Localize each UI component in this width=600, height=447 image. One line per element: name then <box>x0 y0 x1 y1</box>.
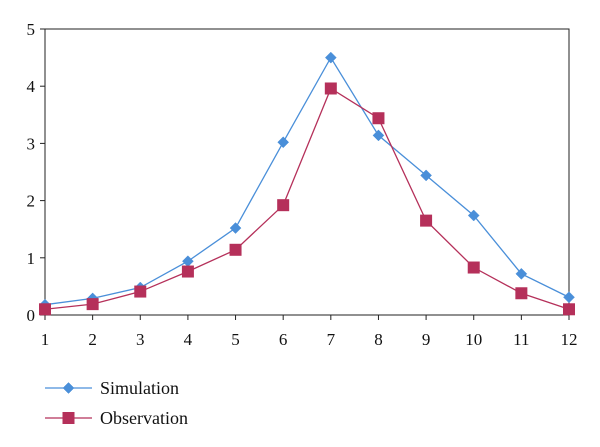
data-point-simulation <box>229 222 242 234</box>
data-point-simulation <box>372 129 385 142</box>
x-tick-label: 2 <box>88 330 97 349</box>
data-point-simulation <box>420 169 432 182</box>
x-axis: 1 2 3 4 5 6 7 8 9 10 11 12 <box>41 315 578 349</box>
data-point-simulation <box>182 255 194 268</box>
plot-border <box>44 28 570 316</box>
y-tick-label: 2 <box>27 192 36 211</box>
data-point-observation <box>86 298 99 311</box>
data-point-observation <box>324 82 337 95</box>
legend: Simulation Observation <box>45 378 188 428</box>
y-tick-label: 1 <box>27 249 36 268</box>
data-point-observation <box>420 214 433 227</box>
x-tick-label: 1 <box>41 330 50 349</box>
data-point-simulation <box>467 209 480 222</box>
data-point-observation <box>134 285 147 298</box>
series-simulation <box>39 51 575 311</box>
data-point-observation <box>181 265 194 278</box>
data-point-simulation <box>563 291 575 304</box>
x-tick-label: 3 <box>136 330 145 349</box>
data-point-simulation <box>515 267 528 280</box>
x-tick-label: 5 <box>231 330 240 349</box>
x-tick-label: 7 <box>327 330 336 349</box>
x-tick-label: 12 <box>561 330 578 349</box>
data-point-observation <box>563 303 575 316</box>
data-point-observation <box>372 112 385 125</box>
legend-item-observation: Observation <box>45 408 188 428</box>
y-tick-label: 5 <box>27 20 36 39</box>
data-point-observation <box>467 261 480 274</box>
data-point-observation <box>229 243 242 256</box>
x-tick-label: 4 <box>184 330 193 349</box>
y-tick-label: 4 <box>27 77 36 96</box>
data-point-observation <box>277 199 290 212</box>
series-observation <box>39 82 575 316</box>
series-line-simulation <box>44 56 570 306</box>
legend-item-simulation: Simulation <box>45 378 179 398</box>
legend-marker-observation <box>62 412 75 424</box>
x-tick-label: 9 <box>422 330 431 349</box>
y-tick-label: 3 <box>27 134 36 153</box>
data-point-simulation <box>277 136 290 149</box>
plot-frame <box>44 28 570 316</box>
x-tick-label: 8 <box>374 330 383 349</box>
legend-label-observation: Observation <box>100 408 188 428</box>
y-axis: 0 1 2 3 4 5 <box>27 20 45 325</box>
x-tick-label: 6 <box>279 330 288 349</box>
data-point-simulation <box>324 51 337 64</box>
legend-label-simulation: Simulation <box>100 378 179 398</box>
series-layer <box>39 51 575 316</box>
data-point-observation <box>39 303 51 316</box>
legend-marker-simulation <box>62 382 75 394</box>
y-tick-label: 0 <box>27 306 36 325</box>
series-line-observation <box>44 87 570 310</box>
data-point-observation <box>515 287 528 300</box>
x-tick-label: 11 <box>513 330 529 349</box>
x-tick-label: 10 <box>465 330 482 349</box>
